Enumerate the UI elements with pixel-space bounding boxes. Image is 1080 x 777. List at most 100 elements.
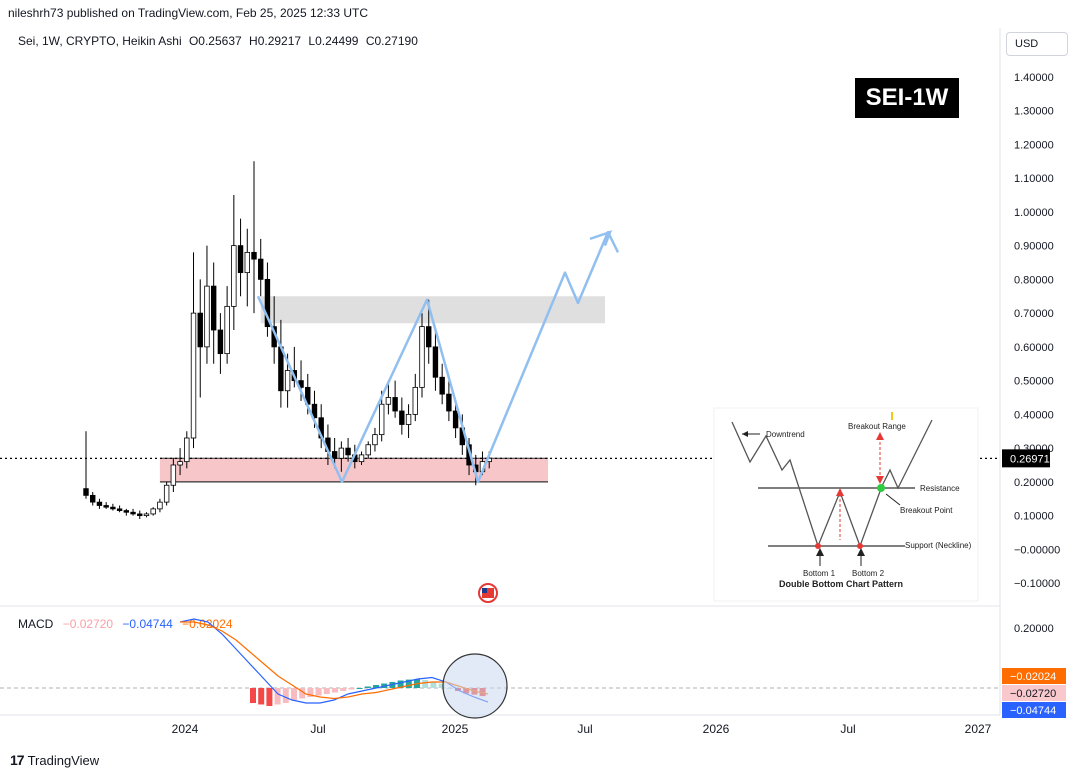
candle-body: [143, 513, 150, 517]
macd-hist-bar: [373, 685, 379, 688]
macd-value-tag: −0.02720: [1002, 685, 1066, 701]
candle-body: [116, 508, 123, 511]
axes: 1.40000 1.30000 1.20000 1.10000 1.00000 0.900…: [172, 72, 1066, 736]
candle-body: [311, 403, 318, 419]
candle-body: [224, 305, 230, 355]
time-tick-label: Jul: [840, 722, 855, 736]
price-tick-label: 0.40000: [1014, 409, 1054, 421]
low-value: L0.24499: [308, 34, 359, 48]
inset-resistance-label: Resistance: [920, 484, 960, 493]
macd-hist-bar: [307, 688, 314, 697]
projection-path: [256, 230, 620, 484]
macd-tick-label: 0.20000: [1014, 623, 1054, 635]
candle-body: [365, 444, 371, 456]
candle-body: [190, 312, 197, 439]
price-tick-label: −0.00000: [1014, 544, 1060, 556]
candle-body: [399, 410, 405, 425]
macd-line-value: −0.04744: [122, 617, 173, 631]
candle-body: [237, 245, 244, 274]
candle-body: [251, 251, 257, 260]
inset-downtrend-arrowhead: [742, 431, 748, 437]
projection-arrowhead: [589, 230, 613, 247]
macd-hist-bar: [250, 688, 256, 703]
candle-body: [439, 376, 445, 395]
price-tick-label: 1.00000: [1014, 207, 1054, 219]
candle-body: [284, 370, 291, 392]
macd-hist-bar: [438, 683, 445, 688]
price-tick-label: 0.10000: [1014, 511, 1054, 523]
macd-signal-value: −0.02024: [182, 617, 233, 631]
macd-hist-bar: [348, 688, 355, 690]
inset-breakout-range-label: Breakout Range: [848, 422, 906, 431]
price-tick-label: 0.50000: [1014, 376, 1054, 388]
support-zone: [159, 458, 549, 482]
publish-header: nileshrh73 published on TradingView.com,…: [8, 6, 369, 20]
candle-body: [210, 285, 217, 331]
candle-body: [419, 326, 425, 388]
candle-body: [103, 505, 109, 508]
inset-breakout-arrowhead: [876, 432, 884, 440]
macd-value-tag: −0.04744: [1002, 702, 1066, 718]
candle-body: [358, 454, 365, 463]
candle-body: [123, 510, 130, 513]
macd-hist-bar: [323, 688, 330, 694]
macd-highlight-circle: [442, 653, 508, 719]
macd-hist-bar: [266, 688, 273, 706]
candle-body: [258, 258, 264, 280]
price-tick-label: −0.10000: [1014, 578, 1060, 590]
macd-hist-bar: [364, 686, 371, 688]
currency-button[interactable]: USD: [1006, 32, 1068, 56]
inset-bottom2-label: Bottom 2: [852, 569, 885, 578]
candle-body: [372, 434, 378, 446]
candle-body: [244, 251, 250, 274]
time-tick-label: Jul: [577, 722, 592, 736]
macd-hist-bar: [422, 679, 429, 688]
candle-body: [197, 312, 203, 348]
candle-body: [150, 508, 156, 515]
grid: [0, 28, 1001, 716]
macd-hist-bar: [332, 688, 338, 693]
inset-background: [713, 407, 979, 602]
inset-bottom1-label: Bottom 1: [803, 569, 836, 578]
macd-hist-bar: [258, 688, 265, 705]
close-value: C0.27190: [365, 34, 418, 48]
macd-tag-label: −0.04744: [1010, 705, 1056, 717]
tradingview-logo[interactable]: 17 TradingView: [10, 752, 99, 768]
price-tick-label: 0.90000: [1014, 241, 1054, 253]
time-tick-label: 2024: [172, 722, 199, 736]
macd-hist-bar: [340, 688, 347, 691]
macd-hist-value: −0.02720: [62, 617, 114, 631]
candle-body: [163, 484, 170, 503]
candle-body: [177, 461, 183, 466]
candle-body: [452, 410, 459, 429]
inset-support-label: Support (Neckline): [905, 541, 972, 550]
tradingview-logo-text: TradingView: [27, 752, 100, 768]
price-tick-label: 0.70000: [1014, 308, 1054, 320]
price-tick-label: 0.60000: [1014, 342, 1054, 354]
candle-body: [385, 397, 392, 405]
price-tick-label: 1.20000: [1014, 139, 1054, 151]
candle-body: [231, 245, 237, 307]
macd-hist-bar: [274, 688, 281, 705]
candle-body: [405, 413, 412, 425]
time-tick-label: 2027: [965, 722, 992, 736]
flag-canton: [482, 588, 487, 593]
candle-body: [110, 506, 116, 510]
candle-body: [204, 285, 210, 348]
symbol-legend: Sei, 1W, CRYPTO, Heikin Ashi O0.25637 H0…: [18, 34, 418, 48]
macd-hist-bar: [315, 688, 322, 696]
open-value: O0.25637: [188, 34, 242, 48]
candle-body: [96, 501, 103, 506]
candle-body: [170, 464, 177, 486]
inset-bottom1-arrowhead: [816, 548, 824, 556]
time-tick-label: Jul: [310, 722, 325, 736]
candle-body: [432, 346, 439, 378]
macd-hist-bar: [430, 682, 437, 688]
macd-signal-line: [180, 621, 489, 700]
macd-pane: [0, 618, 1000, 719]
price-tick-label: 1.10000: [1014, 173, 1054, 185]
candle-body: [331, 451, 338, 459]
candle-body: [137, 513, 143, 517]
candle-body: [345, 447, 351, 456]
